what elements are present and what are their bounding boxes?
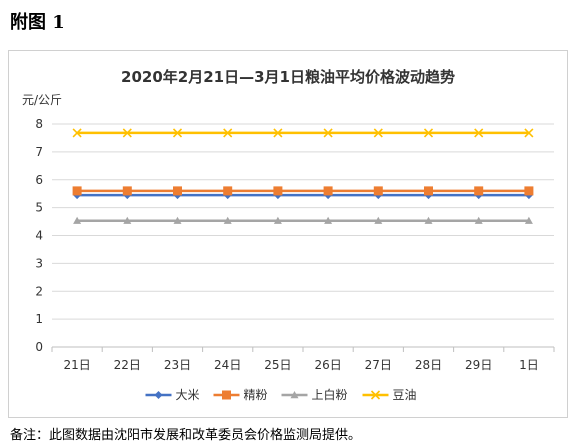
footnote: 备注：此图数据由沈阳市发展和改革委员会价格监测局提供。: [10, 428, 362, 443]
data-point: [373, 186, 383, 196]
y-tick-label: 0: [35, 340, 43, 354]
legend-marker: [222, 390, 231, 400]
data-point: [173, 216, 182, 224]
x-tick-label: 27日: [365, 358, 392, 372]
data-point: [474, 216, 483, 224]
data-point: [474, 128, 484, 138]
x-tick-label: 29日: [465, 358, 492, 372]
data-point: [223, 186, 233, 196]
legend-label: 上白粉: [312, 387, 348, 402]
data-point: [223, 128, 233, 138]
data-point: [123, 216, 132, 224]
data-point: [223, 216, 232, 224]
data-point: [122, 128, 132, 138]
y-axis-label: 元/公斤: [22, 93, 62, 107]
data-point: [324, 216, 333, 224]
data-point: [173, 186, 182, 196]
x-tick-label: 25日: [264, 358, 291, 372]
data-point: [524, 128, 534, 138]
data-point: [273, 186, 283, 196]
legend-label: 大米: [176, 388, 200, 402]
x-tick-label: 21日: [63, 358, 90, 372]
data-point: [423, 128, 434, 138]
legend-marker: [154, 391, 163, 399]
data-point: [72, 128, 82, 138]
y-tick-label: 7: [35, 145, 43, 159]
y-tick-label: 8: [35, 117, 43, 131]
data-point: [524, 216, 533, 224]
data-point: [374, 216, 383, 224]
data-point: [524, 186, 534, 196]
y-tick-label: 6: [35, 173, 43, 187]
y-tick-label: 5: [35, 201, 43, 215]
legend-label: 豆油: [393, 388, 417, 402]
data-point: [273, 216, 282, 224]
y-tick-label: 3: [35, 256, 43, 270]
chart-title: 2020年2月21日—3月1日粮油平均价格波动趋势: [121, 68, 455, 86]
figure-heading: 附图 1: [10, 12, 65, 33]
data-point: [73, 216, 82, 224]
legend-marker: [290, 391, 299, 399]
chart-frame: 2020年2月21日—3月1日粮油平均价格波动趋势元/公斤 0 1 2 3 4 5 6 7 8 21…: [8, 50, 568, 418]
legend-marker: [370, 390, 381, 400]
data-point: [373, 128, 383, 138]
data-point: [273, 128, 283, 138]
data-point: [424, 216, 433, 224]
data-point: [72, 186, 82, 196]
legend-label: 精粉: [244, 388, 268, 402]
x-tick-label: 1日: [519, 358, 539, 372]
y-tick-label: 4: [35, 229, 43, 243]
y-tick-label: 1: [35, 312, 43, 326]
data-point: [323, 186, 333, 196]
x-tick-label: 22日: [114, 358, 141, 372]
data-point: [172, 128, 183, 138]
data-point: [424, 186, 433, 196]
x-tick-label: 24日: [214, 358, 241, 372]
x-tick-label: 26日: [314, 358, 341, 372]
data-point: [122, 186, 132, 196]
x-tick-label: 28日: [415, 358, 442, 372]
data-point: [474, 186, 484, 196]
data-point: [323, 128, 333, 138]
y-tick-label: 2: [35, 284, 43, 298]
x-tick-label: 23日: [164, 358, 191, 372]
